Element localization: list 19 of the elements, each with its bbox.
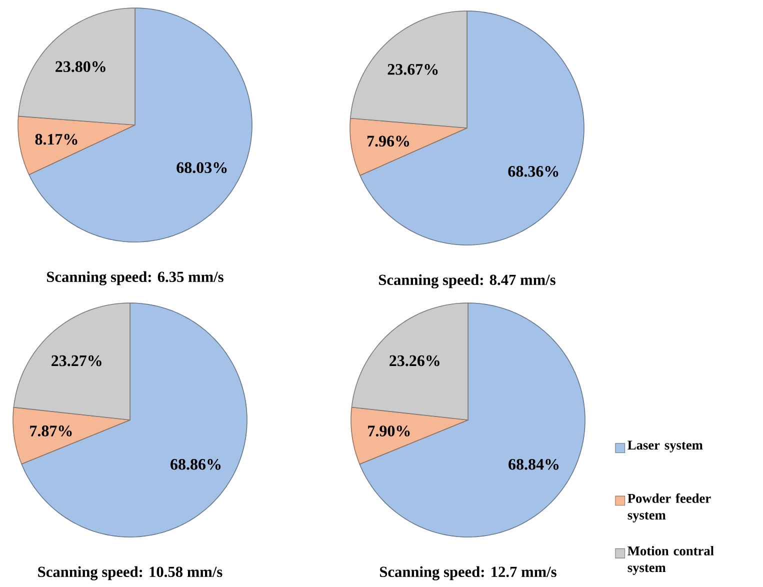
- data-label: 7.90%: [368, 426, 410, 436]
- data-label: 23.80%: [56, 61, 106, 72]
- legend-label: Powder feeder system: [628, 493, 711, 522]
- data-label: 68.86%: [170, 458, 220, 470]
- data-label: 8.17%: [35, 134, 78, 145]
- data-label: 68.36%: [508, 166, 558, 177]
- data-label: 23.67%: [388, 64, 438, 75]
- text: Scanning speed: 12.7 mm/s: [380, 566, 556, 580]
- legend-label: Motion contral system: [628, 546, 714, 575]
- text: Scanning speed: 6.35 mm/s: [47, 271, 224, 286]
- data-label: 7.96%: [367, 136, 410, 147]
- legend-label: Laser system: [628, 440, 703, 452]
- text: Scanning speed: 8.47 mm/s: [379, 274, 556, 288]
- data-label: 23.27%: [52, 355, 102, 366]
- data-label: 68.03%: [176, 162, 227, 174]
- data-label: 7.87%: [30, 426, 72, 436]
- text: Scanning speed: 10.58 mm/s: [38, 566, 222, 580]
- data-label: 68.84%: [508, 458, 559, 470]
- data-label: 23.26%: [390, 355, 440, 366]
